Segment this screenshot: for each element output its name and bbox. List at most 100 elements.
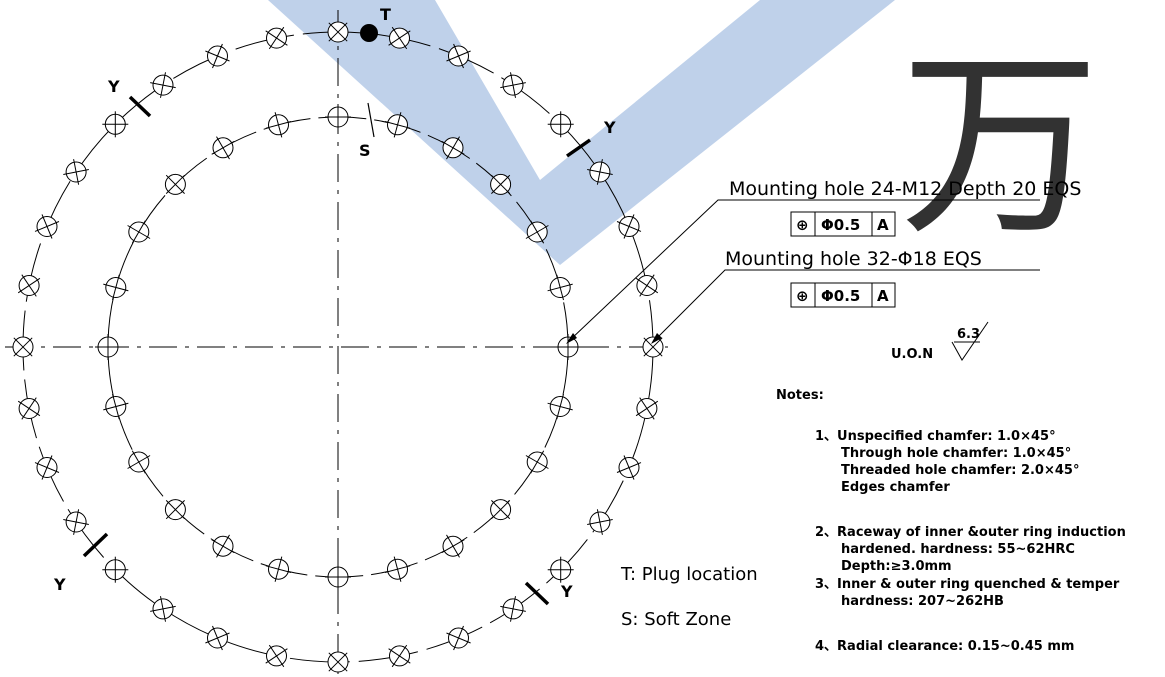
mounting-hole (587, 509, 613, 535)
mounting-hole (150, 596, 176, 622)
mounting-hole (265, 644, 288, 668)
mounting-hole (17, 397, 41, 420)
mounting-hole (441, 136, 465, 160)
legend-soft-zone: S: Soft Zone (621, 609, 731, 630)
mounting-hole (547, 274, 573, 301)
mounting-hole (525, 450, 549, 474)
mounting-hole (164, 499, 186, 521)
fcf-d18 (790, 282, 896, 308)
surface-finish-value: 6.3 (957, 327, 980, 342)
surface-finish-prefix: U.O.N (891, 347, 933, 362)
mounting-hole (616, 214, 642, 239)
note-3-line-1: 3、Inner & outer ring quenched & temper (815, 577, 1120, 592)
mounting-hole (500, 72, 526, 98)
surface-finish: U.O.N 6.3 (891, 321, 989, 362)
outer-ring (12, 21, 664, 673)
callout-text-d18: Mounting hole 32-Φ18 EQS (725, 248, 982, 270)
mounting-hole (265, 26, 288, 50)
leader-arrow-d18 (651, 333, 662, 344)
fcf-symbol-d18: ⊕ (796, 287, 809, 305)
mounting-hole (547, 393, 573, 420)
mounting-hole (635, 274, 659, 297)
note-2-line-3: Depth:≥3.0mm (841, 559, 952, 574)
mounting-hole (150, 72, 176, 98)
mounting-hole (127, 220, 151, 244)
mounting-hole (327, 651, 349, 673)
plug-marker (360, 24, 378, 42)
mounting-hole (525, 220, 549, 244)
mounting-hole (490, 499, 512, 521)
marker-t-label: T (380, 5, 391, 24)
mounting-hole (327, 21, 349, 43)
y-tick-bottom-left (82, 532, 109, 558)
mounting-hole (127, 450, 151, 474)
mounting-hole (63, 509, 89, 535)
inner-ring (95, 104, 581, 590)
note-1-line-4: Edges chamfer (841, 480, 950, 495)
fcf-symbol-m12: ⊕ (796, 216, 809, 234)
marker-y-label-top-right: Y (603, 118, 616, 137)
note-4-line-1: 4、Radial clearance: 0.15~0.45 mm (815, 639, 1074, 654)
mounting-hole (555, 334, 581, 360)
fcf-m12 (790, 211, 896, 237)
y-tick-bottom-right (524, 581, 550, 606)
soft-zone-tick (367, 102, 375, 138)
mounting-hole (384, 556, 411, 582)
mounting-hole (388, 26, 411, 50)
mounting-hole (587, 159, 613, 185)
mounting-hole (34, 214, 60, 239)
mounting-hole (446, 43, 471, 69)
fcf-datum-m12: A (877, 216, 889, 234)
mounting-hole (388, 644, 411, 668)
mounting-hole (547, 111, 574, 138)
watermark-logo-shape (268, 0, 895, 265)
fcf-datum-d18: A (877, 287, 889, 305)
note-2-line-1: 2、Raceway of inner &outer ring induction (815, 525, 1126, 540)
mounting-hole (102, 556, 129, 583)
note-3-line-2: hardness: 207~262HB (841, 594, 1004, 609)
leader-line-d18 (654, 269, 1040, 341)
mounting-hole (547, 556, 574, 583)
mounting-hole (205, 43, 230, 69)
mounting-hole (164, 173, 186, 195)
surface-finish-symbol (951, 321, 989, 361)
callout-mounting-hole-m12: Mounting hole 24-M12 Depth 20 EQS ⊕ Φ0.5… (566, 178, 1081, 344)
mounting-hole (103, 393, 129, 420)
watermark: 万 (268, 0, 1100, 265)
note-1-line-1: 1、Unspecified chamfer: 1.0×45° (815, 429, 1056, 444)
marker-y-label-bottom-left: Y (53, 575, 66, 594)
mounting-hole (17, 274, 41, 297)
legend-plug-location: T: Plug location (620, 564, 758, 585)
mounting-hole (642, 336, 664, 358)
mounting-hole (500, 596, 526, 622)
fcf-tolerance-d18: Φ0.5 (821, 287, 860, 305)
y-tick-top-right (566, 138, 591, 158)
mounting-hole (12, 336, 34, 358)
mounting-hole (490, 173, 512, 195)
marker-s-label: S (359, 141, 371, 160)
mounting-hole (265, 112, 292, 138)
mounting-hole (34, 455, 60, 480)
mounting-hole (211, 534, 235, 558)
mounting-hole (265, 556, 292, 582)
note-2-line-2: hardened. hardness: 55~62HRC (841, 542, 1075, 557)
mounting-hole (446, 625, 471, 651)
leader-line-m12 (569, 199, 1040, 341)
mounting-hole (102, 111, 129, 138)
mounting-hole (325, 564, 351, 590)
mounting-hole (616, 455, 642, 480)
y-tick-top-left (128, 95, 152, 118)
mounting-hole (95, 334, 121, 360)
callout-text-m12: Mounting hole 24-M12 Depth 20 EQS (729, 178, 1081, 200)
watermark-glyph: 万 (900, 30, 1100, 263)
mounting-hole (441, 534, 465, 558)
callout-mounting-hole-d18: Mounting hole 32-Φ18 EQS ⊕ Φ0.5 A (651, 248, 1040, 344)
note-1-line-3: Threaded hole chamfer: 2.0×45° (841, 463, 1079, 478)
notes: Notes: 1、Unspecified chamfer: 1.0×45° Th… (776, 388, 1126, 654)
mounting-hole (205, 625, 230, 651)
leader-arrow-m12 (566, 333, 577, 344)
fcf-tolerance-m12: Φ0.5 (821, 216, 860, 234)
notes-title: Notes: (776, 388, 824, 403)
mounting-hole (63, 159, 89, 185)
